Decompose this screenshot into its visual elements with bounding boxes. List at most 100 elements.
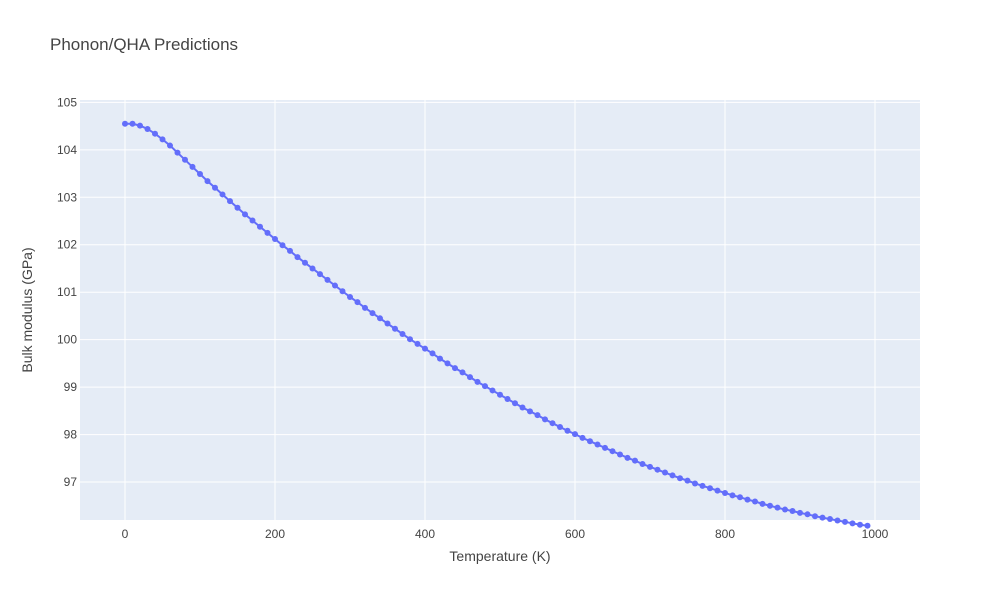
data-point	[227, 198, 233, 205]
data-point	[819, 514, 826, 521]
data-point	[332, 282, 338, 289]
data-point	[677, 475, 683, 482]
data-point	[669, 472, 676, 479]
data-point	[759, 500, 766, 507]
data-point	[639, 461, 646, 467]
data-point	[189, 163, 196, 170]
data-point	[302, 259, 308, 266]
data-point	[309, 265, 316, 272]
data-point	[519, 404, 526, 411]
data-point	[204, 178, 211, 185]
data-point	[294, 254, 301, 261]
data-point	[789, 507, 796, 514]
y-tick-label: 100	[57, 333, 77, 347]
data-point	[422, 345, 428, 352]
data-point	[557, 423, 563, 430]
data-point	[594, 441, 601, 448]
data-point	[654, 466, 661, 473]
data-point	[504, 395, 511, 402]
data-point	[744, 496, 751, 503]
series-line	[125, 122, 868, 527]
data-point	[212, 184, 218, 191]
x-tick-label: 400	[415, 527, 435, 541]
data-point	[377, 315, 383, 322]
data-point	[699, 482, 706, 489]
x-axis-label: Temperature (K)	[449, 548, 550, 564]
data-point	[122, 120, 128, 127]
chart-title: Phonon/QHA Predictions	[50, 35, 238, 54]
data-point	[849, 520, 856, 527]
data-point	[737, 494, 743, 501]
data-point	[264, 229, 271, 236]
data-point	[864, 522, 871, 529]
data-point	[197, 171, 203, 178]
x-tick-label: 600	[565, 527, 585, 541]
x-tick-label: 800	[715, 527, 735, 541]
plot-background	[80, 100, 920, 520]
x-tick-label: 0	[122, 527, 129, 541]
data-point	[444, 360, 451, 367]
data-point	[572, 431, 578, 438]
data-point	[804, 511, 811, 518]
data-point	[459, 369, 466, 376]
data-point	[662, 469, 668, 476]
data-point	[587, 438, 593, 445]
data-point	[707, 485, 713, 492]
data-point	[257, 223, 263, 230]
data-point	[729, 492, 736, 499]
data-point	[362, 304, 368, 311]
data-point	[842, 518, 848, 525]
data-point	[812, 513, 818, 520]
data-point	[347, 293, 353, 300]
data-point	[392, 325, 398, 332]
data-point	[369, 310, 376, 317]
data-point	[692, 480, 698, 487]
y-axis-label: Bulk modulus (GPa)	[19, 247, 35, 372]
data-point	[624, 454, 631, 461]
data-point	[137, 122, 143, 129]
data-point	[467, 374, 473, 381]
data-point	[354, 299, 361, 306]
data-point	[714, 487, 721, 494]
data-point	[827, 516, 833, 523]
data-point	[684, 477, 691, 484]
data-point	[182, 156, 188, 163]
data-point	[279, 242, 286, 249]
data-point	[474, 378, 481, 385]
data-point	[167, 142, 173, 149]
data-point	[152, 130, 158, 137]
data-point	[647, 463, 653, 470]
plot-area: 0 200 400 600 800 1000 97 98 99 100 101 102 103 104 10…	[57, 95, 920, 541]
data-point	[249, 217, 256, 224]
data-point	[609, 448, 616, 455]
data-point	[534, 412, 541, 419]
y-tick-label: 105	[57, 95, 77, 109]
data-point	[287, 247, 293, 254]
data-point	[632, 457, 638, 464]
data-point	[414, 340, 421, 347]
data-point	[317, 271, 323, 278]
data-point	[234, 204, 241, 211]
data-point	[407, 336, 413, 343]
data-point	[242, 211, 248, 218]
data-point	[159, 136, 166, 143]
data-point	[722, 489, 728, 496]
data-point	[399, 330, 406, 337]
y-tick-label: 99	[64, 380, 78, 394]
data-point	[512, 400, 518, 407]
data-point	[324, 276, 331, 283]
y-tick-label: 101	[57, 285, 77, 299]
y-tick-label: 103	[57, 190, 77, 204]
data-point	[429, 350, 436, 357]
data-point	[272, 236, 278, 243]
data-point	[129, 120, 136, 127]
data-point	[339, 288, 346, 295]
data-point	[437, 355, 443, 362]
data-point	[219, 191, 226, 198]
y-tick-label: 104	[57, 143, 77, 157]
data-point	[489, 387, 496, 394]
data-point	[144, 125, 151, 132]
y-tick-label: 98	[64, 428, 78, 442]
x-tick-label: 200	[265, 527, 285, 541]
